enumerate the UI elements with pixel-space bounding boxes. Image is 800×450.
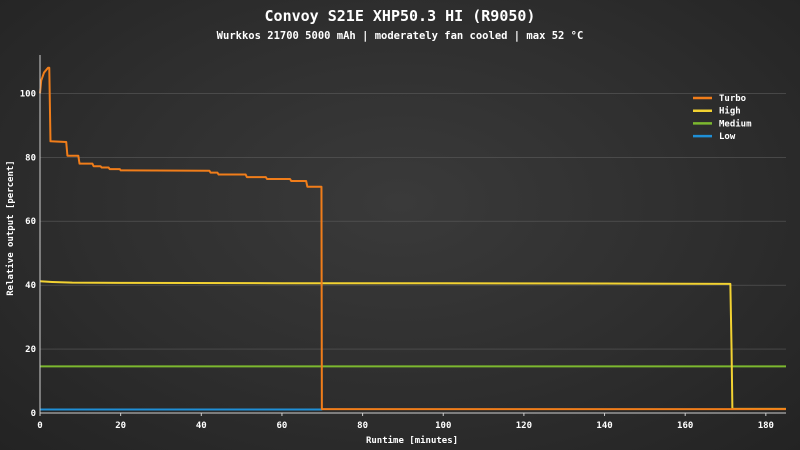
y-tick-label: 0 bbox=[31, 409, 36, 419]
x-tick-label: 120 bbox=[516, 421, 532, 431]
y-tick-label: 20 bbox=[25, 345, 36, 355]
x-tick-label: 140 bbox=[596, 421, 612, 431]
legend-label-turbo: Turbo bbox=[719, 94, 746, 104]
chart-title: Convoy S21E XHP50.3 HI (R9050) bbox=[265, 7, 536, 25]
y-tick-label: 100 bbox=[20, 89, 36, 99]
x-axis-label: Runtime [minutes] bbox=[366, 435, 458, 446]
gridlines bbox=[40, 93, 786, 350]
series-line-turbo bbox=[39, 66, 786, 411]
y-tick-label: 60 bbox=[25, 217, 36, 227]
tick-labels: 0 20 40 60 80 100 0 20 40 60 80 100 120 140 160 180 bbox=[20, 89, 774, 431]
x-tick-label: 0 bbox=[37, 421, 42, 431]
x-tick-label: 160 bbox=[677, 421, 693, 431]
axes bbox=[39, 55, 786, 416]
series-lines bbox=[39, 66, 786, 411]
chart-subtitle: Wurkkos 21700 5000 mAh | moderately fan … bbox=[217, 30, 584, 42]
x-tick-label: 60 bbox=[277, 421, 288, 431]
x-tick-label: 40 bbox=[196, 421, 207, 431]
y-tick-label: 80 bbox=[25, 153, 36, 163]
legend-label-low: Low bbox=[719, 132, 736, 142]
x-tick-label: 80 bbox=[357, 421, 368, 431]
x-tick-label: 180 bbox=[758, 421, 774, 431]
y-axis-label: Relative output [percent] bbox=[5, 160, 16, 295]
y-tick-label: 40 bbox=[25, 281, 36, 291]
x-tick-label: 20 bbox=[115, 421, 126, 431]
legend-label-medium: Medium bbox=[719, 118, 752, 129]
legend-label-high: High bbox=[719, 106, 741, 117]
series-line-high bbox=[39, 280, 786, 410]
x-tick-label: 100 bbox=[435, 421, 451, 431]
